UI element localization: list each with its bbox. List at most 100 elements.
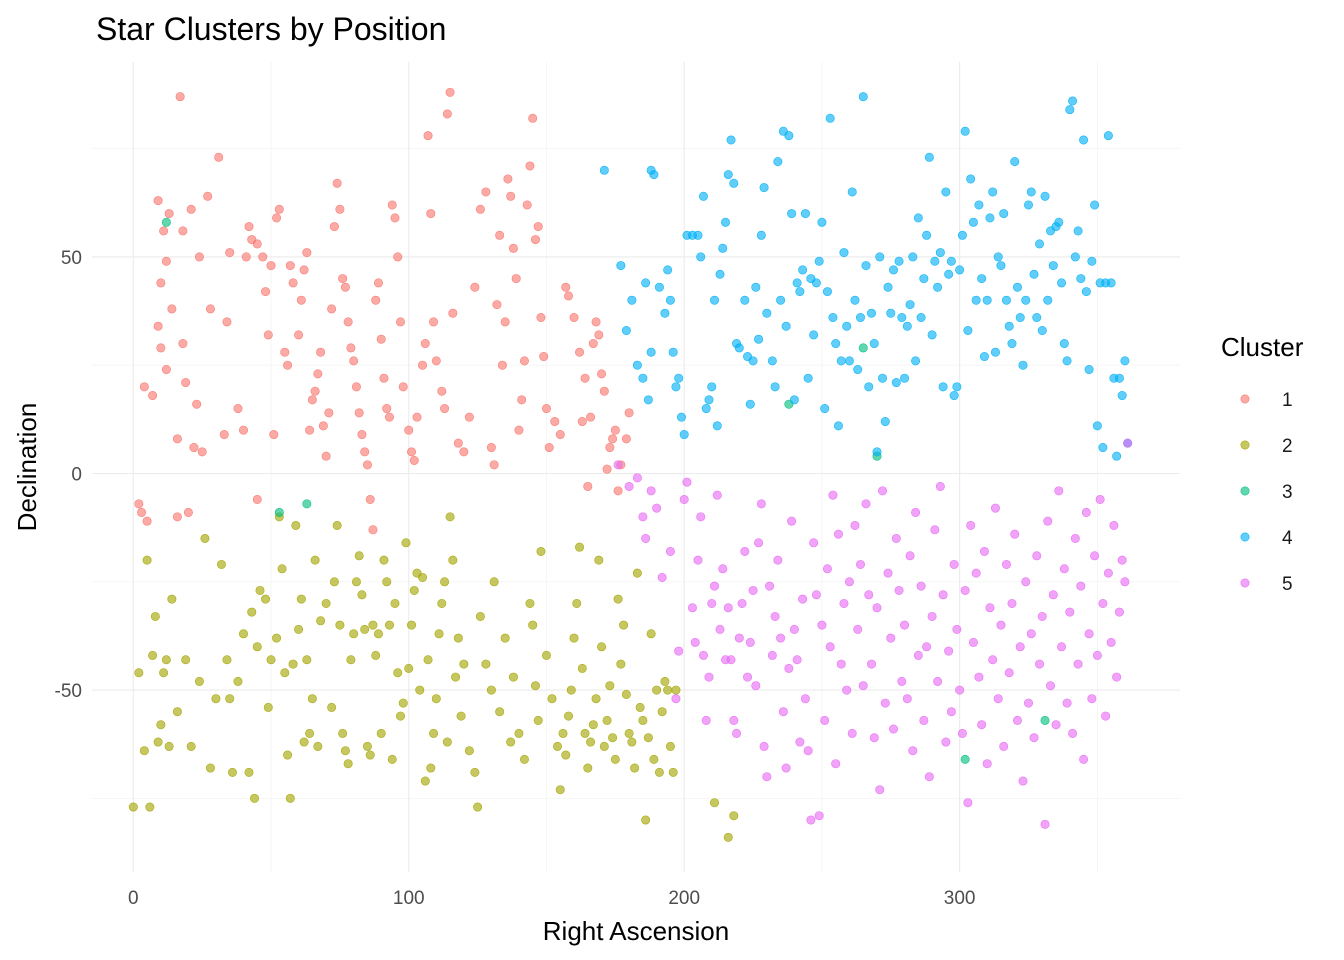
data-point: [357, 430, 367, 440]
data-point: [1112, 451, 1122, 461]
data-point: [503, 174, 513, 184]
data-point: [1114, 373, 1124, 383]
data-point: [522, 200, 532, 210]
data-point: [979, 546, 989, 556]
data-point: [552, 741, 562, 751]
series-cluster-5: [613, 438, 1133, 829]
data-point: [172, 434, 182, 444]
data-point: [1090, 551, 1100, 561]
data-point: [754, 538, 764, 548]
data-point: [214, 152, 224, 162]
data-point: [1010, 529, 1020, 539]
data-point: [787, 209, 797, 219]
data-point: [511, 274, 521, 284]
data-point: [632, 360, 642, 370]
data-point: [803, 746, 813, 756]
data-point: [1029, 733, 1039, 743]
data-point: [159, 668, 169, 678]
data-point: [134, 499, 144, 509]
data-point: [373, 278, 383, 288]
data-point: [591, 694, 601, 704]
data-point: [676, 412, 686, 422]
data-point: [886, 308, 896, 318]
data-point: [913, 213, 923, 223]
data-point: [456, 711, 466, 721]
data-point: [974, 200, 984, 210]
data-point: [844, 356, 854, 366]
data-point: [690, 637, 700, 647]
data-point: [872, 603, 882, 613]
data-point: [459, 659, 469, 669]
data-point: [227, 767, 237, 777]
data-point: [142, 516, 152, 526]
data-point: [343, 759, 353, 769]
data-point: [619, 620, 629, 630]
data-point: [657, 572, 667, 582]
data-point: [999, 209, 1009, 219]
data-point: [390, 213, 400, 223]
data-point: [194, 676, 204, 686]
data-point: [423, 131, 433, 141]
data-point: [1012, 715, 1022, 725]
data-point: [528, 113, 538, 123]
data-point: [1035, 659, 1045, 669]
data-point: [985, 213, 995, 223]
data-point: [153, 321, 163, 331]
data-point: [875, 785, 885, 795]
data-point: [464, 412, 474, 422]
data-point: [357, 590, 367, 600]
data-point: [481, 659, 491, 669]
data-point: [266, 655, 276, 665]
data-point: [960, 754, 970, 764]
data-point: [393, 668, 403, 678]
data-point: [1048, 261, 1058, 271]
data-point: [1092, 421, 1102, 431]
data-point: [321, 451, 331, 461]
data-point: [186, 204, 196, 214]
data-point: [409, 585, 419, 595]
data-point: [924, 152, 934, 162]
data-point: [820, 404, 830, 414]
data-point: [238, 425, 248, 435]
data-point: [867, 308, 877, 318]
data-point: [486, 685, 496, 695]
data-point: [1062, 698, 1072, 708]
data-point: [977, 274, 987, 284]
data-point: [536, 313, 546, 323]
data-point: [519, 754, 529, 764]
data-point: [946, 707, 956, 717]
data-point: [316, 616, 326, 626]
data-point: [247, 607, 257, 617]
data-point: [475, 611, 485, 621]
data-point: [395, 317, 405, 327]
data-point: [500, 317, 510, 327]
data-point: [649, 170, 659, 180]
data-point: [635, 702, 645, 712]
data-point: [767, 650, 777, 660]
data-point: [349, 629, 359, 639]
data-point: [1114, 607, 1124, 617]
data-point: [387, 200, 397, 210]
data-point: [952, 382, 962, 392]
data-point: [800, 209, 810, 219]
data-point: [897, 676, 907, 686]
data-point: [572, 598, 582, 608]
data-point: [828, 313, 838, 323]
data-point: [1106, 278, 1116, 288]
data-point: [726, 135, 736, 145]
data-point: [407, 447, 417, 457]
data-point: [1120, 577, 1130, 587]
data-point: [982, 295, 992, 305]
data-point: [1018, 360, 1028, 370]
data-point: [547, 694, 557, 704]
data-point: [897, 313, 907, 323]
data-point: [638, 512, 648, 522]
data-point: [528, 620, 538, 630]
data-point: [795, 287, 805, 297]
data-point: [1062, 356, 1072, 366]
data-point: [294, 330, 304, 340]
data-point: [646, 629, 656, 639]
data-point: [588, 339, 598, 349]
data-point: [137, 507, 147, 517]
data-point: [927, 330, 937, 340]
